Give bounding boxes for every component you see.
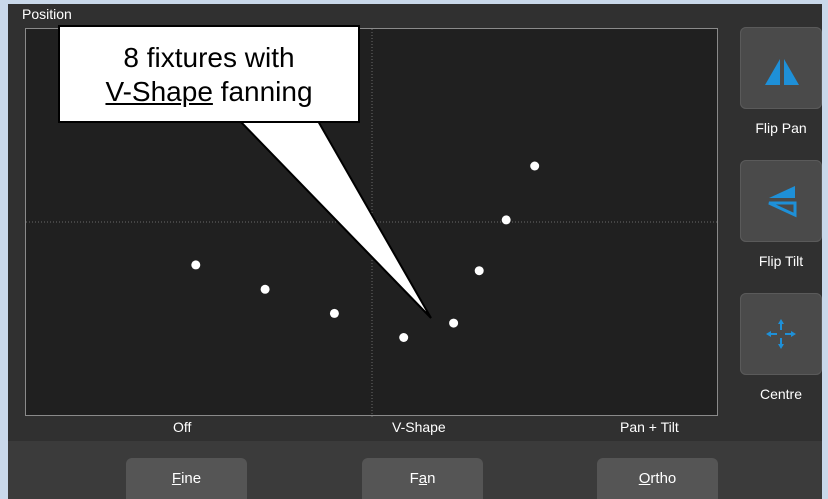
fine-mnemonic: F <box>171 470 182 487</box>
fixture-point-7[interactable] <box>501 215 511 225</box>
panel-title: Position <box>22 6 72 22</box>
fixture-point-1[interactable] <box>191 260 201 270</box>
window-edge-left <box>0 0 8 499</box>
fan-mode-vshape-label: V-Shape <box>392 419 446 435</box>
flip-tilt-label: Flip Tilt <box>758 253 804 269</box>
ortho-mnemonic: O <box>638 470 651 487</box>
flip-tilt-icon <box>768 186 797 218</box>
flip-pan-button[interactable] <box>740 27 822 109</box>
callout-box: 8 fixtures with V-Shape fanning <box>58 25 360 123</box>
flip-pan-label: Flip Pan <box>755 120 807 136</box>
ortho-button[interactable]: Ortho <box>597 458 718 499</box>
callout-emphasis: V-Shape <box>105 76 213 107</box>
callout-line-2-rest: fanning <box>212 76 313 107</box>
callout-line-2: V-Shape fanning <box>60 75 358 109</box>
centre-icon <box>766 319 796 349</box>
centre-button[interactable] <box>740 293 822 375</box>
fixture-point-6[interactable] <box>474 266 484 276</box>
ortho-label-rest: rtho <box>650 470 677 487</box>
fixture-points[interactable] <box>191 161 540 343</box>
window-edge-right <box>822 0 828 499</box>
fan-label-end: n <box>427 470 436 487</box>
fan-mode-pantilt-label: Pan + Tilt <box>620 419 679 435</box>
fan-label-start: F <box>409 470 419 487</box>
callout-line-1: 8 fixtures with <box>123 42 295 73</box>
fan-mode-off-label: Off <box>173 419 192 435</box>
fan-button[interactable]: Fan <box>362 458 483 499</box>
flip-pan-icon <box>765 59 799 85</box>
fixture-point-5[interactable] <box>449 318 459 328</box>
fixture-point-2[interactable] <box>260 284 270 294</box>
window-edge-top <box>0 0 828 4</box>
fixture-point-3[interactable] <box>329 308 339 318</box>
centre-label: Centre <box>759 386 803 402</box>
fixture-point-8[interactable] <box>530 161 540 171</box>
fine-button[interactable]: Fine <box>126 458 247 499</box>
fan-mnemonic: a <box>418 470 428 487</box>
fine-label-rest: ine <box>181 470 202 487</box>
fixture-point-4[interactable] <box>399 333 409 342</box>
flip-tilt-button[interactable] <box>740 160 822 242</box>
